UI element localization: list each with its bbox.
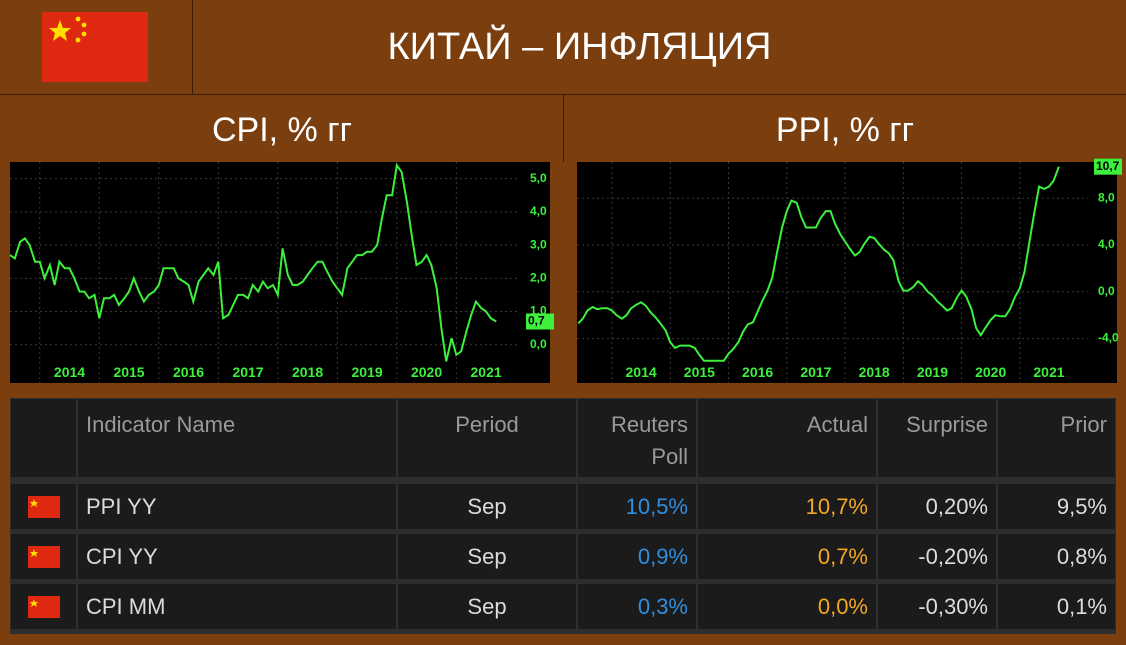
table-cell: -0,20% (878, 534, 996, 579)
column-header: Period (398, 399, 576, 477)
y-tick-label: 4,0 (1098, 237, 1115, 251)
table-cell: 0,7% (698, 534, 876, 579)
table-cell: 10,5% (578, 484, 696, 529)
y-tick-label: 3,0 (530, 237, 547, 251)
y-tick-label: 0,0 (530, 337, 547, 351)
page-title: КИТАЙ – ИНФЛЯЦИЯ (193, 0, 1126, 95)
table-cell: 0,0% (698, 584, 876, 629)
column-header: Reuters Poll (578, 399, 696, 477)
column-header: Prior (998, 399, 1115, 477)
table-cell: Sep (398, 584, 576, 629)
x-tick-label: 2021 (1033, 364, 1064, 380)
data-line (9, 162, 497, 362)
table-cell: PPI YY (78, 484, 396, 529)
table-cell: 0,9% (578, 534, 696, 579)
flag-cell (11, 399, 76, 477)
column-header: Actual (698, 399, 876, 477)
current-value-label: 0,7 (528, 314, 545, 328)
divider (563, 95, 564, 162)
chart-title: PPI, % гг (776, 111, 914, 149)
flag-icon (27, 545, 60, 568)
plot-background (577, 162, 1117, 383)
table-cell: Sep (398, 534, 576, 579)
china-flag (42, 12, 148, 82)
x-tick-label: 2020 (411, 364, 442, 380)
table-cell: 0,3% (578, 584, 696, 629)
table-cell: CPI YY (78, 534, 396, 579)
x-tick-label: 2014 (626, 364, 657, 380)
x-tick-label: 2018 (859, 364, 890, 380)
x-tick-label: 2015 (113, 364, 144, 380)
current-value-box (526, 313, 554, 330)
table-cell: 10,7% (698, 484, 876, 529)
flag-cell (11, 534, 76, 579)
flag-icon (27, 595, 60, 618)
x-tick-label: 2017 (232, 364, 263, 380)
table-cell: -0,30% (878, 584, 996, 629)
x-tick-label: 2014 (54, 364, 85, 380)
table-cell: CPI MM (78, 584, 396, 629)
charts: CPI, % гг 2014 2015 2016 2017 2018 2019 2020 202… (9, 111, 1122, 383)
column-header: Indicator Name (78, 399, 396, 477)
x-tick-label: 2020 (975, 364, 1006, 380)
x-tick-label: 2021 (471, 364, 502, 380)
chart-title: CPI, % гг (212, 111, 352, 149)
table-cell: 0,20% (878, 484, 996, 529)
x-tick-label: 2018 (292, 364, 323, 380)
x-tick-label: 2017 (800, 364, 831, 380)
x-tick-label: 2019 (351, 364, 382, 380)
x-tick-label: 2015 (684, 364, 715, 380)
table-cell: 0,1% (998, 584, 1115, 629)
y-tick-label: 8,0 (1098, 190, 1115, 204)
current-value-box (1094, 158, 1122, 175)
x-tick-label: 2019 (917, 364, 948, 380)
data-line (577, 166, 1060, 362)
y-tick-label: 5,0 (530, 171, 547, 185)
flag-cell (11, 584, 76, 629)
flag-box (0, 0, 193, 95)
column-header: Surprise (878, 399, 996, 477)
y-tick-label: 2,0 (530, 270, 547, 284)
x-tick-label: 2016 (742, 364, 773, 380)
data-table: Indicator Name Period Reuters Poll Actual Su… (10, 398, 1116, 634)
y-tick-label: 0,0 (1098, 284, 1115, 298)
table-cell: Sep (398, 484, 576, 529)
current-value-label: 10,7 (1096, 159, 1120, 173)
flag-icon (27, 495, 60, 518)
table-cell: 0,8% (998, 534, 1115, 579)
table-cell: 9,5% (998, 484, 1115, 529)
x-tick-label: 2016 (173, 364, 204, 380)
y-tick-label: 4,0 (530, 204, 547, 218)
flag-cell (11, 484, 76, 529)
y-tick-label: -4,0 (1098, 331, 1119, 345)
